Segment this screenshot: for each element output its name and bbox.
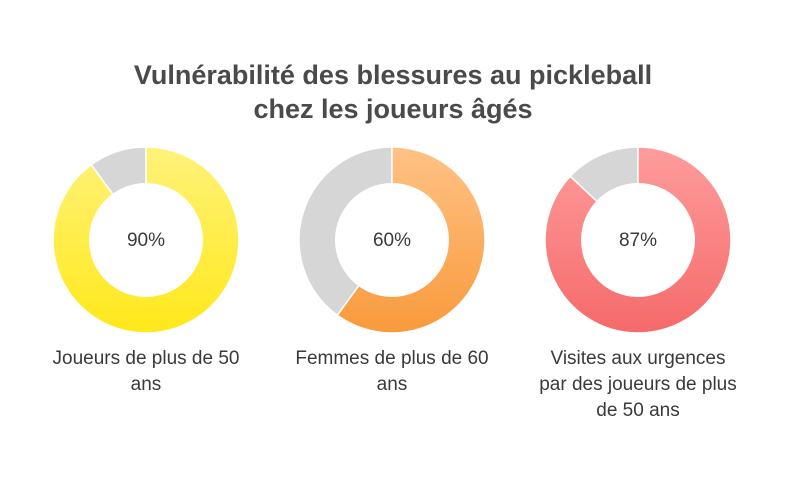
label-line: Femmes de plus de 60 <box>295 348 489 369</box>
label-line: Visites aux urgences <box>550 348 726 369</box>
donut-hole <box>581 183 695 297</box>
donut-category-label-1: Joueurs de plus de 50 ans <box>26 346 266 398</box>
chart-title: Vulnérabilité des blessures au picklebal… <box>0 58 786 126</box>
label-line: ans <box>130 374 162 395</box>
donut-svg-1: 90% <box>52 146 240 334</box>
donut-chart-3: 87% <box>543 145 733 335</box>
donut-category-label-2: Femmes de plus de 60 ans <box>272 346 512 398</box>
donut-value-label: 87% <box>619 230 657 251</box>
donut-value-label: 60% <box>373 230 411 251</box>
chart-title-line-1: Vulnérabilité des blessures au picklebal… <box>133 60 653 90</box>
donut-hole <box>335 183 449 297</box>
donut-chart-2: 60% <box>297 145 487 335</box>
donut-category-label-3: Visites aux urgences par des joueurs de … <box>518 346 758 424</box>
donut-hole <box>89 183 203 297</box>
donut-value-label: 90% <box>127 230 165 251</box>
donut-chart-1: 90% <box>51 145 241 335</box>
label-line: ans <box>376 374 408 395</box>
label-line: de 50 ans <box>596 400 680 421</box>
label-line: par des joueurs de plus <box>539 374 737 395</box>
label-line: Joueurs de plus de 50 <box>52 348 240 369</box>
chart-title-line-2: chez les joueurs âgés <box>253 94 533 124</box>
donut-svg-2: 60% <box>298 146 486 334</box>
donut-svg-3: 87% <box>544 146 732 334</box>
